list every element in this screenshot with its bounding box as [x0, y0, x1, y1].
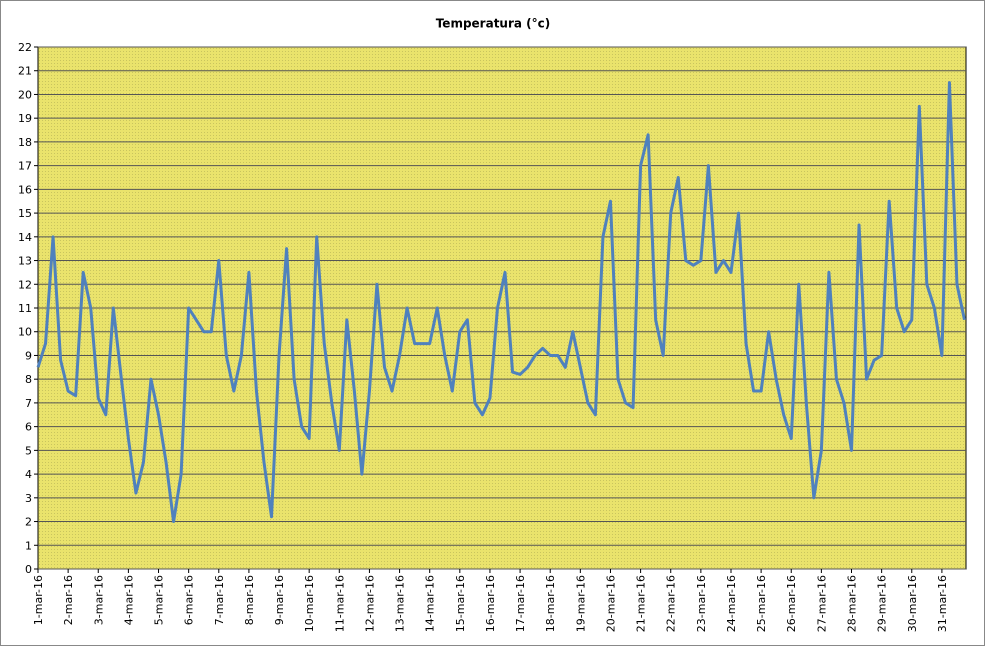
x-tick-label: 21-mar-16: [635, 575, 648, 632]
y-tick-label: 12: [18, 278, 32, 291]
y-tick-label: 17: [18, 160, 32, 173]
y-tick-label: 6: [25, 421, 32, 434]
x-tick-label: 11-mar-16: [333, 575, 346, 632]
x-tick-label: 5-mar-16: [153, 575, 166, 625]
x-tick-label: 22-mar-16: [665, 575, 678, 632]
x-tick-label: 12-mar-16: [363, 575, 376, 632]
x-tick-label: 4-mar-16: [122, 575, 135, 625]
y-tick-label: 3: [25, 492, 32, 505]
x-tick-label: 18-mar-16: [544, 575, 557, 632]
y-tick-label: 2: [25, 516, 32, 529]
x-tick-label: 31-mar-16: [936, 575, 949, 632]
x-tick-label: 30-mar-16: [906, 575, 919, 632]
x-tick-label: 20-mar-16: [604, 575, 617, 632]
x-tick-label: 13-mar-16: [394, 575, 407, 632]
y-tick-label: 19: [18, 112, 32, 125]
y-tick-label: 15: [18, 207, 32, 220]
x-tick-label: 8-mar-16: [243, 575, 256, 625]
y-tick-label: 16: [18, 183, 32, 196]
x-tick-label: 28-mar-16: [846, 575, 859, 632]
y-tick-label: 4: [25, 468, 32, 481]
x-tick-label: 2-mar-16: [62, 575, 75, 625]
x-tick-label: 27-mar-16: [815, 575, 828, 632]
y-tick-label: 1: [25, 539, 32, 552]
x-tick-label: 29-mar-16: [876, 575, 889, 632]
x-tick-label: 26-mar-16: [785, 575, 798, 632]
y-tick-label: 7: [25, 397, 32, 410]
x-tick-label: 23-mar-16: [695, 575, 708, 632]
x-tick-label: 6-mar-16: [183, 575, 196, 625]
y-tick-label: 14: [18, 231, 32, 244]
y-tick-label: 20: [18, 88, 32, 101]
x-tick-label: 7-mar-16: [213, 575, 226, 625]
x-tick-label: 24-mar-16: [725, 575, 738, 632]
x-tick-label: 25-mar-16: [755, 575, 768, 632]
x-tick-label: 10-mar-16: [303, 575, 316, 632]
y-tick-label: 8: [25, 373, 32, 386]
x-tick-label: 1-mar-16: [32, 575, 45, 625]
y-tick-label: 0: [25, 563, 32, 576]
y-tick-label: 22: [18, 41, 32, 54]
y-tick-label: 10: [18, 326, 32, 339]
y-tick-label: 21: [18, 65, 32, 78]
y-tick-label: 5: [25, 444, 32, 457]
x-tick-label: 16-mar-16: [484, 575, 497, 632]
x-tick-label: 3-mar-16: [92, 575, 105, 625]
y-tick-label: 9: [25, 349, 32, 362]
x-tick-label: 9-mar-16: [273, 575, 286, 625]
data-line: [36, 81, 966, 524]
y-tick-label: 11: [18, 302, 32, 315]
x-tick-label: 15-mar-16: [454, 575, 467, 632]
x-tick-label: 14-mar-16: [424, 575, 437, 632]
x-tick-label: 17-mar-16: [514, 575, 527, 632]
y-tick-label: 18: [18, 136, 32, 149]
chart-title: Temperatura (°c): [436, 17, 551, 31]
x-tick-label: 19-mar-16: [574, 575, 587, 632]
y-tick-label: 13: [18, 255, 32, 268]
